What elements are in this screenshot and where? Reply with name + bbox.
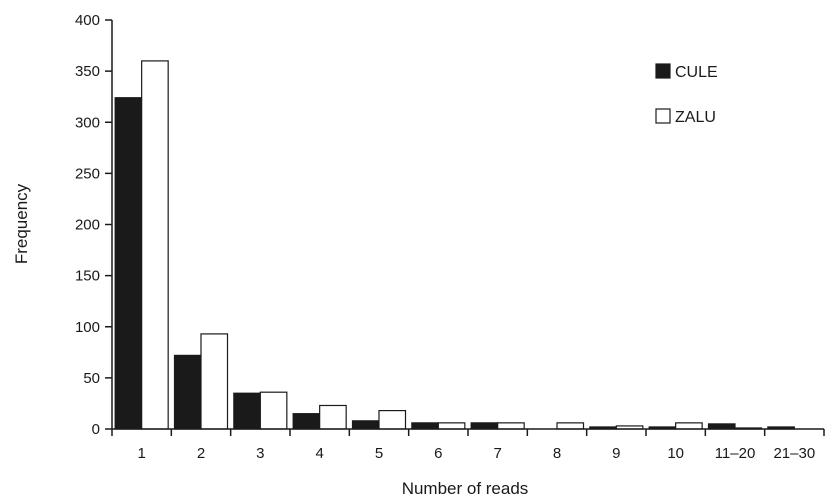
bar-cule-11	[707, 423, 736, 430]
bar-zalu-7	[497, 422, 525, 430]
x-axis-title: Number of reads	[402, 479, 529, 498]
bar-cule-7	[470, 422, 499, 430]
bar-zalu-8	[556, 422, 585, 430]
bar-zalu-4	[319, 404, 347, 430]
y-tick-label: 150	[75, 268, 100, 285]
x-tick-label: 4	[315, 445, 323, 462]
y-tick-label: 250	[75, 165, 100, 182]
y-tick-label: 0	[92, 421, 100, 438]
bar-cule-4	[292, 413, 321, 430]
bar-zalu-3	[259, 391, 288, 430]
x-tick-label: 7	[493, 445, 501, 462]
x-tick-label: 21–30	[773, 445, 815, 462]
bar-zalu-10	[675, 422, 703, 430]
bar-cule-1	[114, 97, 143, 430]
y-axis-ticks: 0 50 100 150 200 250 300 350 400	[75, 12, 112, 438]
y-tick-label: 200	[75, 217, 100, 234]
bar-zalu-5	[378, 409, 407, 430]
legend-swatch-zalu	[655, 108, 671, 124]
x-tick-label: 5	[375, 445, 383, 462]
bar-zalu-6	[437, 422, 466, 430]
bar-cule-2	[173, 354, 202, 430]
x-tick-label: 9	[612, 445, 620, 462]
legend-swatch-cule	[655, 63, 671, 79]
legend-label-zalu: ZALU	[675, 109, 716, 126]
y-tick-label: 350	[75, 63, 100, 80]
y-tick-label: 50	[83, 370, 100, 387]
bar-cule-5	[351, 420, 380, 430]
legend: CULE ZALU	[655, 63, 718, 126]
x-tick-label: 10	[667, 445, 684, 462]
x-tick-label: 3	[256, 445, 264, 462]
bar-cule-6	[411, 422, 439, 430]
y-tick-label: 400	[75, 12, 100, 29]
bar-zalu-2	[200, 333, 229, 430]
bars	[114, 60, 795, 430]
bar-zalu-1	[141, 60, 169, 430]
legend-label-cule: CULE	[675, 64, 718, 81]
x-axis-ticks: 1 2 3 4 5 6 7 8 9 10 11–20 21–30	[111, 429, 825, 462]
x-tick-label: 11–20	[715, 445, 756, 462]
y-tick-label: 300	[75, 114, 100, 131]
y-axis-title: Frequency	[12, 183, 31, 264]
x-tick-label: 1	[137, 445, 145, 462]
x-tick-label: 2	[197, 445, 205, 462]
y-tick-label: 100	[75, 319, 100, 336]
bar-cule-3	[233, 392, 261, 430]
x-tick-label: 8	[553, 445, 561, 462]
x-tick-label: 6	[434, 445, 442, 462]
